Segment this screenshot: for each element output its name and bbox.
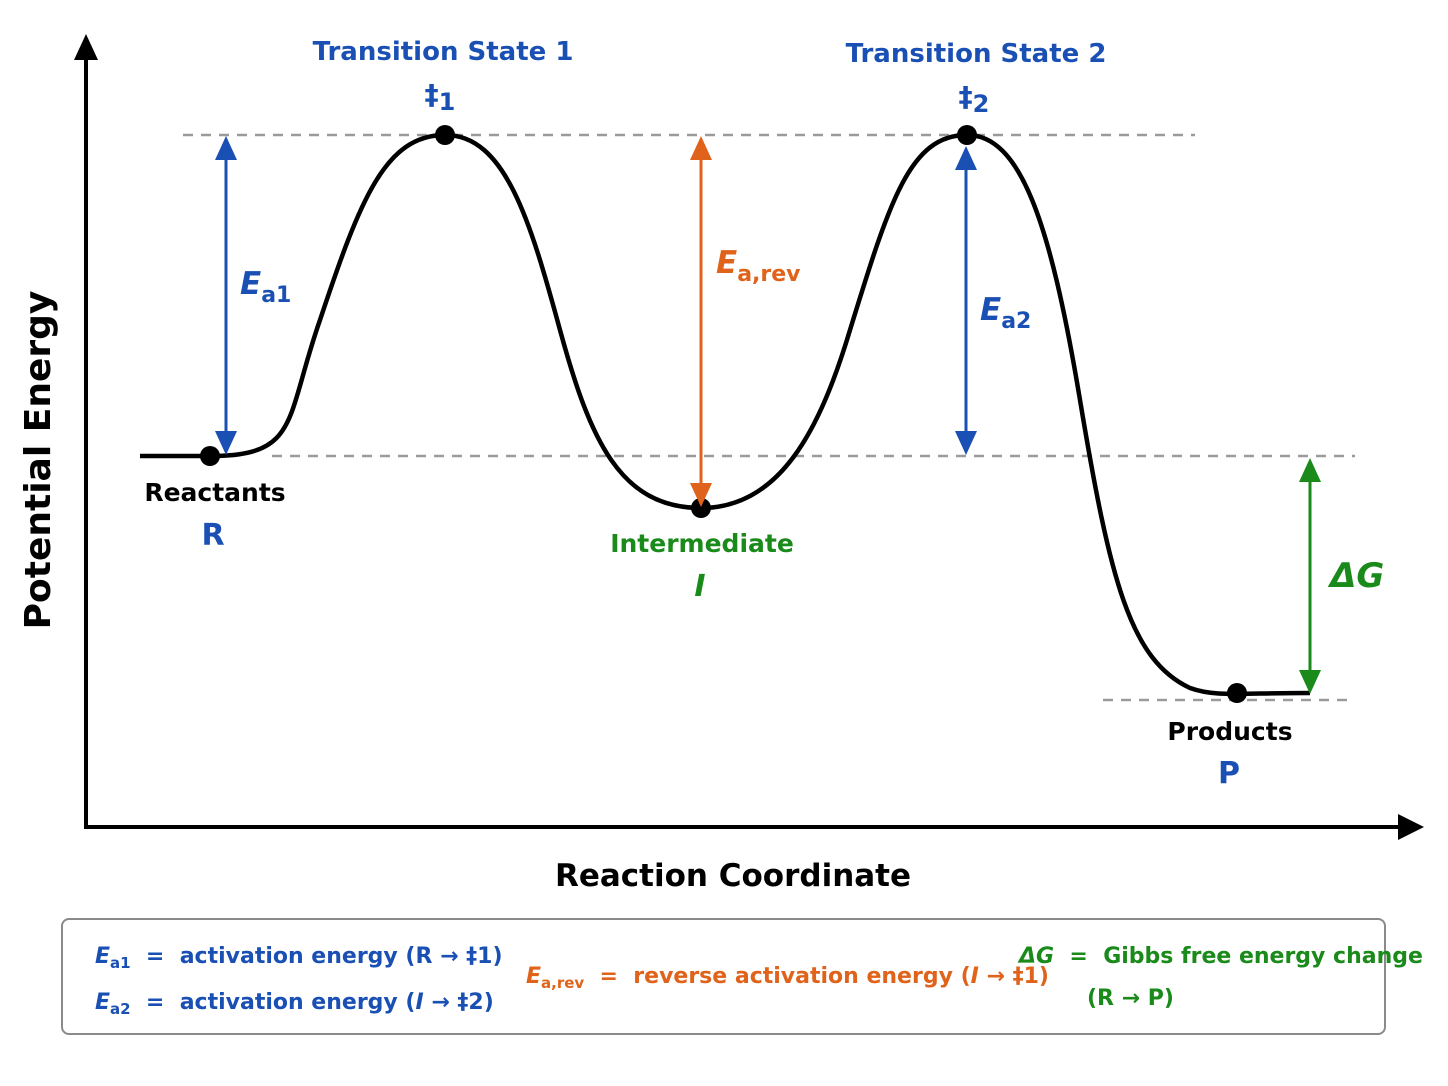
- ea1-label: Ea1: [240, 266, 291, 308]
- products-symbol: P: [1218, 756, 1240, 791]
- earev-label-main: E: [716, 245, 737, 281]
- legend-ea1-eq: =: [145, 944, 165, 969]
- legend-box: Ea1 = activation energy (R → ‡1) Ea2 = a…: [61, 918, 1423, 1035]
- ts2-dagger: ‡: [959, 80, 973, 113]
- product-point: [1227, 683, 1247, 703]
- ts2-title: Transition State 2: [846, 39, 1107, 69]
- ea2-arrowhead-bottom: [955, 431, 977, 455]
- legend-earev-sub: a,rev: [541, 974, 585, 992]
- legend-dg-line2: (R → P): [1087, 986, 1174, 1011]
- legend-dg-line1: Gibbs free energy change: [1103, 944, 1423, 969]
- legend-ea1-text: activation energy (R → ‡1): [179, 944, 503, 969]
- legend-earev-text-post: → ‡1): [978, 964, 1049, 989]
- energy-curve: [140, 132, 1311, 697]
- legend-ea1-sub: a1: [110, 954, 131, 972]
- legend-dg-line2-row: (R → P): [1087, 986, 1174, 1011]
- ts1-point: [435, 125, 455, 145]
- ea1-label-main: E: [240, 266, 261, 302]
- legend-ea2-text-post: → ‡2): [423, 990, 494, 1015]
- intermediate-symbol: I: [694, 569, 705, 604]
- legend-ea1: Ea1 = activation energy (R → ‡1): [95, 944, 503, 972]
- y-axis-label: Potential Energy: [18, 291, 59, 630]
- legend-dg-symbol: ΔG: [1019, 944, 1055, 969]
- earev-arrowhead-top: [690, 136, 712, 160]
- legend-ea2-sub: a2: [110, 1000, 131, 1018]
- ea2-label-main: E: [980, 292, 1001, 328]
- ea1-label-sub: a1: [261, 283, 291, 308]
- x-axis-label: Reaction Coordinate: [555, 858, 911, 894]
- legend-ea1-symbol: E: [95, 944, 111, 969]
- intermediate-point: [691, 498, 711, 518]
- ts1-title: Transition State 1: [313, 37, 574, 67]
- ea2-label: Ea2: [980, 292, 1031, 334]
- ts1-symbol: ‡1: [425, 78, 456, 116]
- reactant-point: [200, 446, 220, 466]
- legend-earev-text-pre: reverse activation energy (: [633, 964, 971, 989]
- legend-earev-eq: =: [599, 964, 618, 989]
- earev-arrowhead-bottom: [690, 483, 712, 507]
- ts1-subscript: 1: [439, 88, 456, 116]
- y-axis-arrowhead: [74, 34, 98, 60]
- ea2-label-sub: a2: [1001, 309, 1031, 334]
- legend-ea2-eq: =: [145, 990, 165, 1015]
- legend-ea2-text-i: I: [415, 990, 424, 1015]
- ts2-symbol: ‡2: [959, 80, 990, 118]
- ts2-point: [957, 125, 977, 145]
- earev-label-sub: a,rev: [737, 262, 801, 287]
- legend-ea2-text-pre: activation energy (: [179, 990, 416, 1015]
- dg-arrowhead-top: [1299, 458, 1321, 482]
- dg-label: ΔG: [1327, 556, 1384, 596]
- reactants-symbol: R: [201, 518, 224, 553]
- legend-dg: ΔG = Gibbs free energy change: [1019, 944, 1423, 969]
- legend-dg-eq: =: [1069, 944, 1088, 969]
- ts1-dagger: ‡: [425, 78, 439, 111]
- ea1-arrowhead-top: [215, 136, 237, 160]
- reactants-label: Reactants: [144, 478, 285, 507]
- x-axis-arrowhead: [1398, 814, 1424, 840]
- legend-earev: Ea,rev = reverse activation energy (I → …: [526, 964, 1049, 992]
- ts2-subscript: 2: [973, 90, 990, 118]
- ea1-arrowhead-bottom: [215, 431, 237, 455]
- legend-earev-text-i: I: [970, 964, 979, 989]
- earev-label: Ea,rev: [716, 245, 801, 287]
- legend-ea2: Ea2 = activation energy (I → ‡2): [95, 990, 494, 1018]
- products-label: Products: [1167, 717, 1292, 746]
- ea2-arrowhead-top: [955, 146, 977, 170]
- intermediate-label: Intermediate: [610, 529, 794, 558]
- legend-ea2-symbol: E: [95, 990, 111, 1015]
- dg-arrowhead-bottom: [1299, 670, 1321, 694]
- legend-earev-symbol: E: [526, 964, 542, 989]
